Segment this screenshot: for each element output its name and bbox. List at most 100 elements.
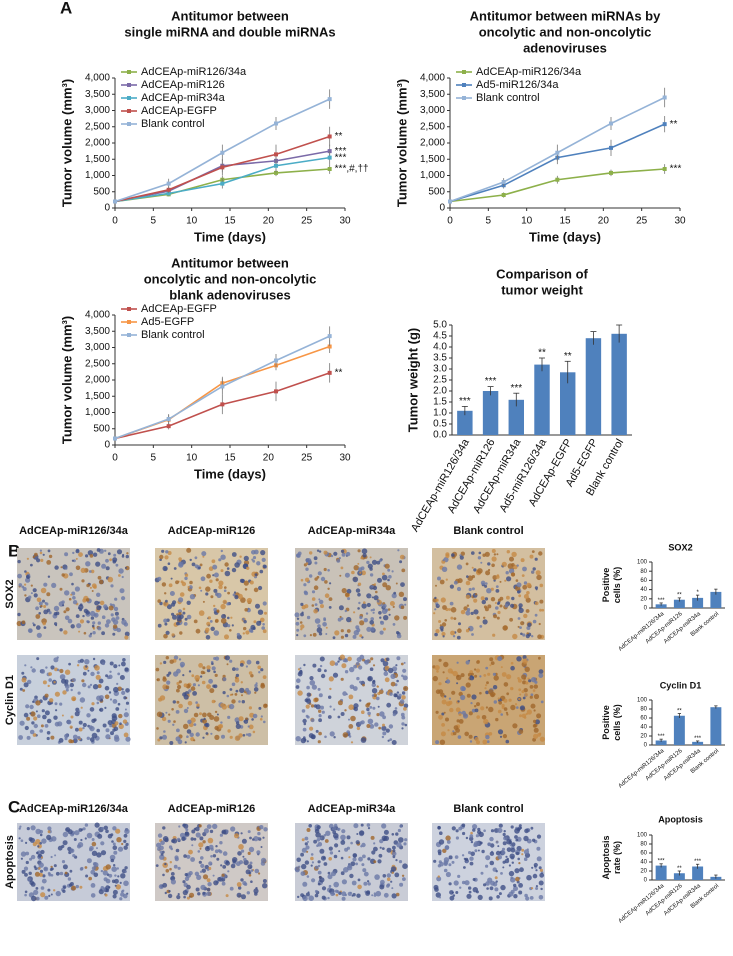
cell-stain bbox=[198, 610, 205, 616]
cell-stain bbox=[169, 741, 174, 745]
row-label: Apoptosis bbox=[4, 835, 16, 889]
cell-stain bbox=[361, 570, 366, 576]
point-marker bbox=[166, 181, 171, 186]
cell-stain bbox=[485, 706, 488, 709]
cell-stain bbox=[121, 596, 126, 601]
cell-stain bbox=[47, 888, 51, 892]
cell-stain bbox=[42, 680, 47, 685]
cell-stain bbox=[53, 889, 56, 892]
cell-stain bbox=[183, 723, 189, 730]
cell-stain bbox=[227, 591, 231, 595]
cell-stain bbox=[452, 894, 456, 897]
cell-stain bbox=[318, 714, 322, 718]
cell-stain bbox=[492, 633, 496, 637]
cell-stain bbox=[398, 591, 405, 597]
cell-stain bbox=[241, 894, 246, 900]
cell-stain bbox=[40, 849, 45, 855]
cell-stain bbox=[186, 896, 190, 900]
cell-stain bbox=[109, 558, 112, 562]
cell-stain bbox=[304, 836, 309, 841]
cell-stain bbox=[169, 659, 174, 664]
cell-stain bbox=[340, 871, 345, 876]
cell-stain bbox=[72, 734, 78, 740]
cell-stain bbox=[156, 678, 159, 681]
cell-stain bbox=[29, 729, 35, 735]
cell-stain bbox=[486, 740, 490, 744]
cell-stain bbox=[393, 591, 397, 595]
cell-stain bbox=[55, 871, 60, 876]
bar bbox=[482, 391, 499, 435]
cell-stain bbox=[58, 738, 64, 743]
cell-stain bbox=[123, 696, 127, 700]
point-marker bbox=[327, 167, 332, 171]
cell-stain bbox=[340, 856, 344, 860]
cell-stain bbox=[481, 599, 486, 605]
cell-stain bbox=[43, 609, 49, 615]
cell-stain bbox=[488, 689, 494, 695]
cell-stain bbox=[466, 608, 471, 612]
cell-stain bbox=[79, 885, 83, 889]
y-tick-label: 0 bbox=[104, 203, 110, 214]
cell-stain bbox=[441, 622, 447, 627]
cell-stain bbox=[185, 828, 189, 832]
point-marker bbox=[327, 97, 332, 102]
cell-stain bbox=[100, 869, 104, 873]
cell-stain bbox=[299, 669, 303, 673]
cell-stain bbox=[348, 694, 354, 700]
cell-stain bbox=[99, 600, 105, 606]
cell-stain bbox=[531, 866, 534, 869]
x-tick-label: 25 bbox=[301, 453, 313, 464]
cell-stain bbox=[235, 723, 241, 730]
cell-stain bbox=[69, 725, 73, 729]
cell-stain bbox=[88, 876, 92, 881]
cell-stain bbox=[112, 889, 118, 895]
cell-stain bbox=[485, 864, 489, 868]
cell-stain bbox=[105, 864, 112, 870]
cell-stain bbox=[353, 703, 359, 709]
cell-stain bbox=[508, 864, 511, 867]
cell-stain bbox=[514, 703, 518, 706]
cell-stain bbox=[314, 828, 320, 834]
cell-stain bbox=[392, 713, 396, 717]
cell-stain bbox=[497, 827, 503, 834]
chart-title: Antitumor between bbox=[171, 255, 289, 270]
cell-stain bbox=[522, 566, 527, 572]
cell-stain bbox=[167, 719, 171, 723]
cell-stain bbox=[54, 691, 61, 697]
cell-stain bbox=[484, 597, 489, 601]
cell-stain bbox=[113, 686, 119, 693]
cell-stain bbox=[108, 691, 112, 694]
cell-stain bbox=[75, 557, 78, 560]
cell-stain bbox=[27, 679, 32, 685]
cell-stain bbox=[206, 891, 211, 896]
cell-stain bbox=[523, 688, 528, 693]
cell-stain bbox=[524, 693, 528, 697]
cell-stain bbox=[85, 561, 91, 567]
cell-stain bbox=[195, 701, 198, 704]
cell-stain bbox=[476, 740, 480, 745]
cell-stain bbox=[85, 874, 89, 878]
point-marker bbox=[166, 191, 171, 196]
point-marker bbox=[609, 121, 613, 126]
cell-stain bbox=[311, 597, 316, 601]
column-header: AdCEAp-miR126/34a bbox=[19, 525, 129, 537]
cell-stain bbox=[18, 827, 21, 830]
cell-stain bbox=[536, 713, 542, 719]
cell-stain bbox=[339, 615, 342, 619]
cell-stain bbox=[181, 836, 186, 841]
cell-stain bbox=[333, 708, 336, 711]
point-marker bbox=[609, 170, 613, 175]
cell-stain bbox=[109, 698, 113, 701]
cell-stain bbox=[538, 880, 544, 886]
cell-stain bbox=[523, 594, 529, 599]
cell-stain bbox=[243, 626, 247, 631]
cell-stain bbox=[466, 604, 470, 607]
cell-stain bbox=[465, 857, 469, 861]
cell-stain bbox=[173, 655, 179, 660]
cell-stain bbox=[357, 582, 362, 586]
y-tick-label: 20 bbox=[640, 869, 647, 875]
cell-stain bbox=[234, 717, 240, 723]
cell-stain bbox=[85, 610, 90, 615]
y-axis-label: Apoptosis bbox=[601, 836, 611, 880]
